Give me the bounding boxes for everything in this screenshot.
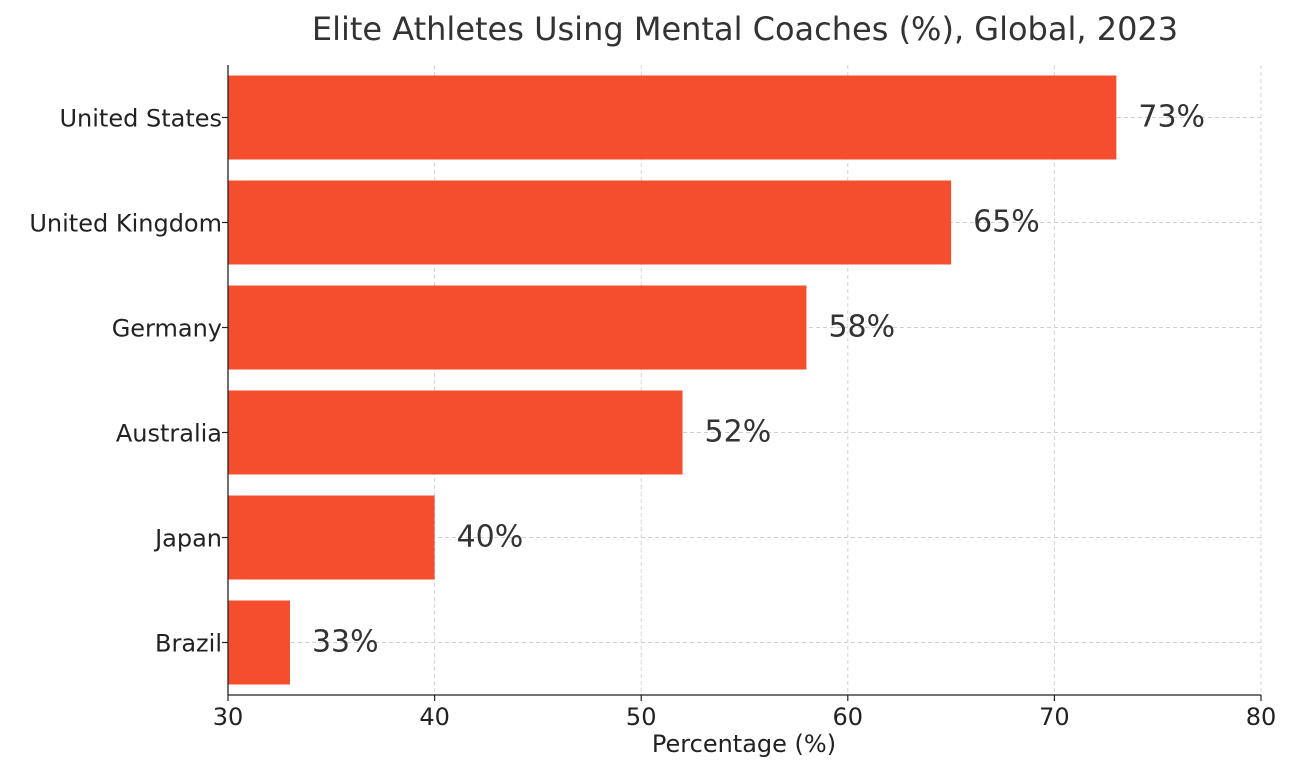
y-tick-label: United Kingdom (29, 210, 222, 238)
x-tick-label: 70 (1039, 703, 1070, 731)
bar-value-label: 52% (705, 415, 772, 450)
x-tick-label: 50 (626, 703, 657, 731)
bar (228, 600, 290, 685)
bar (228, 180, 952, 265)
x-tick-label: 80 (1246, 703, 1277, 731)
chart-title: Elite Athletes Using Mental Coaches (%),… (312, 10, 1178, 48)
bar (228, 285, 807, 370)
bar-value-label: 65% (973, 205, 1040, 240)
x-tick-label: 60 (833, 703, 864, 731)
bar (228, 390, 683, 475)
y-axis-tick-labels: United States United Kingdom Germany Austra… (29, 105, 228, 658)
y-tick-label: United States (59, 105, 222, 133)
y-tick-label: Germany (112, 315, 222, 343)
bar (228, 75, 1117, 160)
bar-value-label: 33% (312, 625, 379, 660)
bar-value-label: 73% (1138, 100, 1205, 135)
x-tick-label: 30 (213, 703, 244, 731)
bar-value-label: 58% (828, 310, 895, 345)
bars (228, 75, 1117, 685)
y-tick-label: Australia (116, 420, 222, 448)
x-axis-tick-labels: 30 40 50 60 70 80 (213, 695, 1277, 731)
bar (228, 495, 435, 580)
x-tick-label: 40 (419, 703, 450, 731)
y-tick-label: Brazil (155, 630, 222, 658)
bar-value-label: 40% (457, 520, 524, 555)
x-axis-label: Percentage (%) (652, 730, 836, 758)
value-labels: 73% 65% 58% 52% 40% 33% (312, 100, 1205, 660)
y-tick-label: Japan (153, 525, 222, 553)
